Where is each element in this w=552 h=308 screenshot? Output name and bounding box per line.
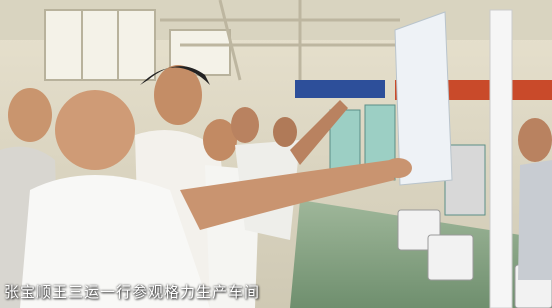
- factory-scene: [0, 0, 552, 308]
- photo-frame: 张宝顺王三运一行参观格力生产车间: [0, 0, 552, 308]
- sign-board: [295, 80, 385, 98]
- pillar: [490, 10, 512, 308]
- caption: 张宝顺王三运一行参观格力生产车间: [4, 281, 260, 302]
